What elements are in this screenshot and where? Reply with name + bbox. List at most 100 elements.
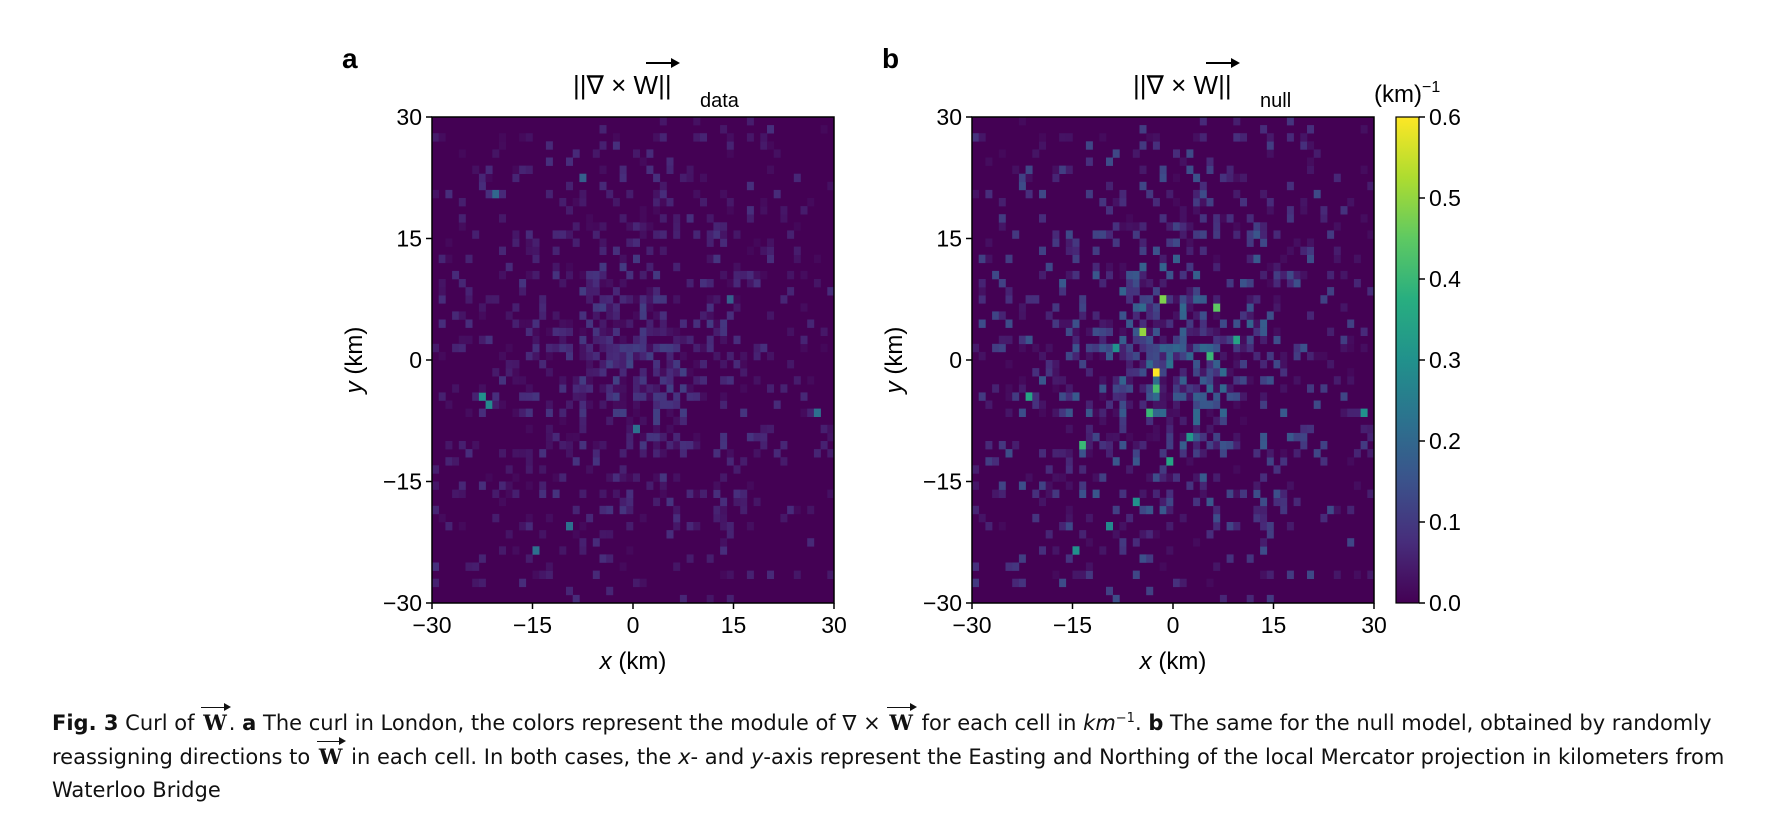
panel-a-heatmap-cell: [673, 562, 681, 571]
panel-b-heatmap-cell: [1199, 432, 1207, 442]
panel-b-heatmap-cell: [998, 311, 1006, 320]
panel-b-heatmap-cell: [1039, 351, 1046, 361]
panel-b-heatmap-cell: [1085, 189, 1093, 199]
panel-b-ytick-label: 30: [936, 104, 962, 130]
panel-b-heatmap-cell: [1273, 303, 1281, 312]
panel-b-heatmap-cell: [1260, 238, 1268, 247]
panel-b-heatmap-cell: [1213, 376, 1221, 385]
panel-a-heatmap-cell: [552, 246, 560, 255]
panel-a-heatmap-cell: [813, 408, 821, 417]
panel-b-heatmap-cell: [1253, 254, 1261, 264]
panel-b-heatmap-cell: [1152, 360, 1160, 369]
panel-a-heatmap-cell: [653, 432, 661, 442]
panel-b-heatmap-cell: [1005, 384, 1013, 393]
panel-b-heatmap-cell: [1085, 327, 1093, 336]
panel-b-heatmap-cell: [1320, 214, 1328, 223]
panel-b-heatmap-cell: [1065, 554, 1073, 563]
panel-a-heatmap-cell: [532, 319, 540, 328]
panel-b-heatmap-cell: [1039, 449, 1046, 458]
panel-a-heatmap-cell: [673, 505, 681, 515]
panel-a-heatmap-cell: [525, 230, 533, 239]
panel-b-heatmap-cell: [1273, 465, 1281, 474]
panel-a-heatmap-cell: [753, 449, 761, 458]
panel-a-heatmap-cell: [673, 513, 681, 523]
panel-b-heatmap-cell: [1132, 449, 1140, 458]
panel-a-heatmap-cell: [626, 497, 634, 507]
panel-b-heatmap-cell: [1193, 368, 1201, 377]
panel-b-heatmap-cell: [1179, 303, 1187, 312]
panel-b-heatmap-cell: [1052, 360, 1060, 369]
panel-a-heatmap-cell: [673, 416, 681, 426]
panel-a-heatmap-cell: [579, 327, 587, 336]
panel-a-heatmap-cell: [458, 279, 466, 288]
panel-a-heatmap-cell: [599, 141, 607, 150]
panel-b-heatmap-cell: [1273, 489, 1281, 498]
panel-b-heatmap-cell: [1079, 465, 1087, 474]
panel-b-heatmap-cell: [1159, 214, 1167, 223]
panel-b-heatmap-cell: [1260, 505, 1268, 515]
panel-b-heatmap-cell: [1139, 165, 1147, 174]
panel-b-heatmap-cell: [985, 400, 993, 409]
panel-a-heatmap-cell: [579, 489, 587, 498]
panel-a-heatmap-cell: [746, 117, 754, 126]
panel-a-heatmap-cell: [438, 287, 446, 296]
panel-b-heatmap-cell: [1072, 546, 1080, 555]
panel-b-heatmap-cell: [1139, 295, 1147, 304]
panel-b-heatmap-cell: [1065, 522, 1073, 531]
panel-a-heatmap-cell: [700, 489, 707, 498]
panel-a-heatmap-cell: [720, 432, 728, 442]
panel-a-heatmap-cell: [579, 198, 587, 207]
panel-b-xlabel-unit: (km): [1152, 648, 1207, 675]
panel-a-heatmap-cell: [586, 287, 594, 296]
panel-a-heatmap-cell: [539, 311, 547, 320]
panel-a-heatmap-cell: [686, 279, 694, 288]
panel-b-heatmap-cell: [1152, 376, 1160, 385]
panel-a-heatmap-cell: [519, 133, 527, 142]
panel-a-heatmap-cell: [465, 335, 473, 345]
panel-a-heatmap-cell: [512, 376, 520, 385]
panel-a-heatmap-cell: [599, 327, 607, 336]
panel-a-heatmap-cell: [679, 173, 687, 183]
panel-a-heatmap-cell: [700, 173, 707, 183]
panel-b-heatmap-cell: [1132, 270, 1140, 280]
panel-a-heatmap-cell: [633, 311, 640, 320]
panel-b-heatmap-cell: [1072, 270, 1080, 280]
colorbar-unit: (km): [1374, 81, 1422, 108]
panel-a-heatmap-cell: [572, 384, 580, 393]
panel-b-heatmap-cell: [1360, 343, 1368, 353]
panel-b-heatmap-cell: [1253, 230, 1261, 239]
panel-a-heatmap-cell: [505, 311, 513, 320]
panel-b-heatmap-cell: [1320, 457, 1328, 466]
panel-a-heatmap-cell: [659, 319, 667, 328]
panel-b-heatmap-cell: [1159, 465, 1167, 474]
panel-a-title-subscript: data: [700, 90, 740, 112]
panel-b-heatmap-cell: [1213, 295, 1221, 304]
panel-b-heatmap-cell: [1246, 238, 1254, 247]
panel-b-heatmap-cell: [1025, 335, 1033, 345]
panel-b-heatmap-cell: [1300, 343, 1308, 353]
panel-b-heatmap-cell: [1139, 319, 1147, 328]
panel-b-heatmap-cell: [1226, 489, 1234, 498]
panel-b-heatmap-cell: [1213, 473, 1221, 482]
panel-b-heatmap-cell: [1018, 408, 1026, 417]
panel-b-heatmap-cell: [1206, 198, 1214, 207]
panel-b-heatmap-cell: [1286, 117, 1294, 126]
panel-b-heatmap-cell: [1273, 497, 1281, 507]
panel-b-heatmap-cell: [1092, 408, 1100, 417]
panel-a-heatmap-cell: [633, 424, 640, 434]
panel-b-heatmap-cell: [1286, 206, 1294, 215]
panel-a-heatmap-cell: [807, 505, 815, 515]
panel-b-heatmap-cell: [1273, 327, 1281, 336]
panel-a-heatmap-cell: [599, 222, 607, 231]
panel-b-heatmap-cell: [1146, 295, 1154, 304]
panel-b-heatmap-cell: [1260, 473, 1268, 482]
panel-a-heatmap-cell: [659, 481, 667, 490]
panel-b-heatmap-cell: [1199, 246, 1207, 255]
panel-b-heatmap-cell: [1246, 343, 1254, 353]
panel-a-heatmap-cell: [633, 376, 640, 385]
panel-b-heatmap-cell: [1152, 424, 1160, 434]
panel-b-heatmap-cell: [1119, 522, 1127, 531]
panel-a-heatmap-cell: [545, 424, 553, 434]
panel-a-heatmap-cell: [445, 238, 453, 247]
panel-b-heatmap-cell: [1112, 408, 1120, 417]
